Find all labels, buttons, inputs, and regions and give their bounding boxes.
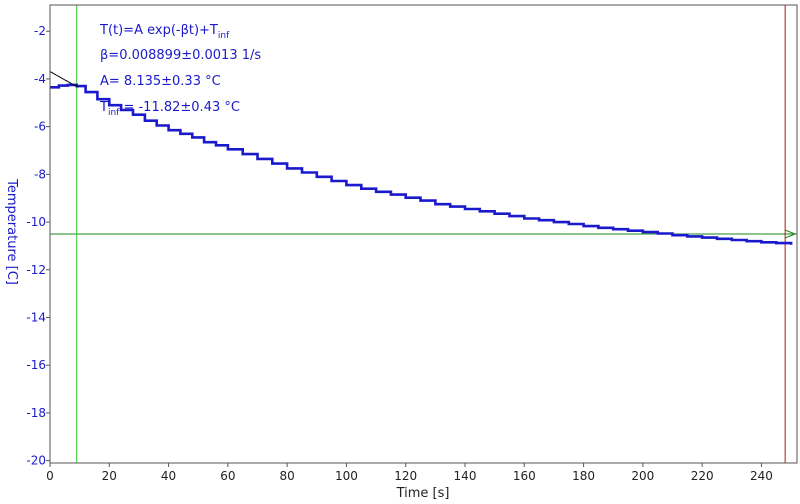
x-tick-label: 80 (280, 469, 295, 483)
x-tick-label: 200 (631, 469, 654, 483)
x-tick-label: 0 (46, 469, 54, 483)
x-tick-label: 140 (454, 469, 477, 483)
x-axis-title: Time [s] (396, 486, 450, 501)
plot-frame (49, 4, 798, 464)
annotation-tinf-prefix: T (99, 100, 108, 115)
horizontal-line-arrow-marker (784, 229, 797, 239)
y-tick-label: -18 (26, 406, 46, 420)
annotation-tinf-sub: inf (108, 108, 120, 118)
y-tick-label: -2 (34, 24, 46, 38)
annotation-beta: β=0.008899±0.0013 1/s (100, 48, 261, 63)
x-tick-label: 100 (335, 469, 358, 483)
exponential-fit-line (49, 70, 79, 88)
y-tick-label: -12 (26, 263, 46, 277)
y-tick-label: -4 (34, 72, 46, 86)
annotation-tinf: Tinf = -11.82±0.43 °C (99, 100, 240, 118)
y-tick-label: -20 (26, 454, 46, 468)
x-tick-label: 40 (161, 469, 176, 483)
x-tick-label: 240 (750, 469, 773, 483)
annotation-tinf-rest: = -11.82±0.43 °C (119, 100, 240, 115)
x-ticks: 0 20 40 60 80 100 120 140 160 180 200 220 240 (46, 463, 773, 483)
y-tick-label: -10 (26, 215, 46, 229)
x-tick-label: 160 (513, 469, 536, 483)
y-tick-label: -16 (26, 358, 46, 372)
y-tick-label: -6 (34, 120, 46, 134)
y-ticks: -2 -4 -6 -8 -10 -12 -14 -16 -18 -20 (26, 24, 50, 468)
annotation-formula: T(t)=A exp(-βt)+Tinf (99, 23, 230, 41)
x-tick-label: 180 (572, 469, 595, 483)
annotation-formula-sub: inf (218, 31, 230, 41)
x-tick-label: 120 (394, 469, 417, 483)
y-tick-label: -14 (26, 310, 46, 324)
y-tick-label: -8 (34, 167, 46, 181)
series-layer (49, 70, 793, 245)
x-tick-label: 20 (102, 469, 117, 483)
x-tick-label: 220 (691, 469, 714, 483)
x-tick-label: 60 (220, 469, 235, 483)
annotation-amplitude: A= 8.135±0.33 °C (100, 74, 221, 89)
y-axis-title: Temperature [C] (4, 178, 19, 285)
annotation-formula-main: T(t)=A exp(-βt)+T (99, 23, 218, 38)
measured-temperature-line (50, 83, 793, 245)
